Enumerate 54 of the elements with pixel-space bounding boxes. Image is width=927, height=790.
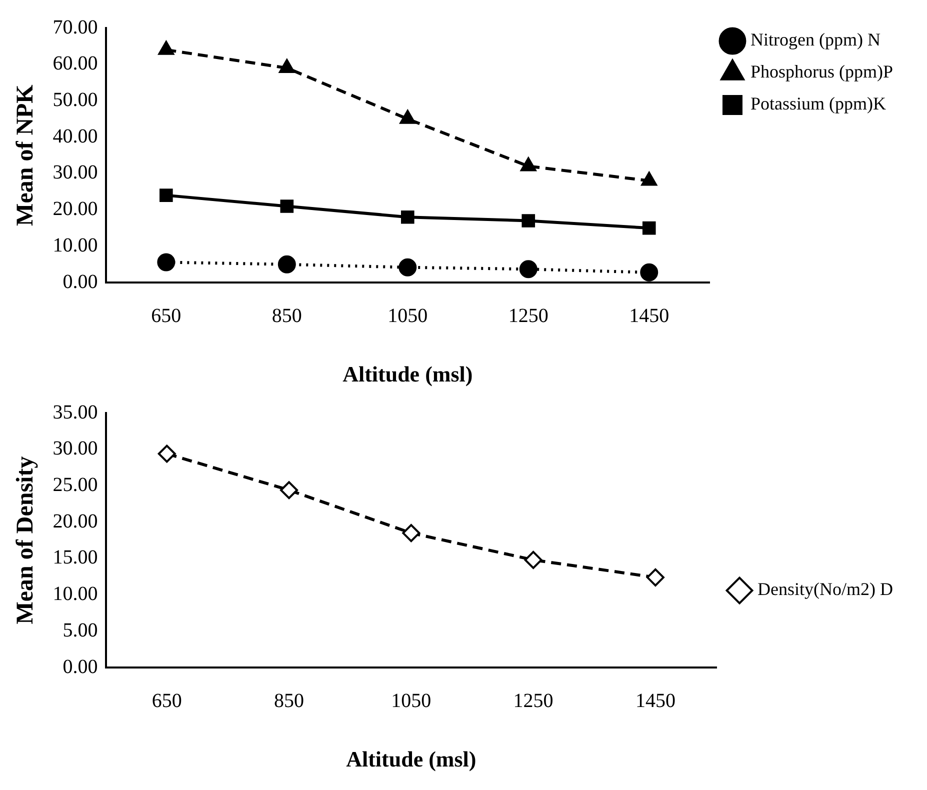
y-tick-label: 0.00 <box>62 656 98 678</box>
x-tick-label: 850 <box>272 304 302 327</box>
point <box>400 110 416 124</box>
x-tick-label: 1250 <box>508 304 548 327</box>
x-tick-label: 850 <box>274 690 304 712</box>
y-tick-label: 50.00 <box>52 88 98 111</box>
y-axis-title: Mean of Density <box>12 456 39 624</box>
x-tick-label: 650 <box>152 690 182 712</box>
y-tick-label: 35.00 <box>52 401 98 424</box>
point <box>519 260 538 278</box>
x-tick-label: 1450 <box>629 304 670 327</box>
x-tick-label: 1450 <box>635 690 676 712</box>
point <box>520 157 536 172</box>
point <box>158 444 176 463</box>
point <box>524 550 542 569</box>
y-tick-label: 60.00 <box>52 52 98 75</box>
point <box>280 200 294 213</box>
x-tick-label: 1250 <box>513 690 554 712</box>
y-tick-label: 15.00 <box>52 546 98 569</box>
point <box>157 253 176 272</box>
y-tick-label: 10.00 <box>52 234 98 256</box>
y-tick-label: 10.00 <box>52 583 98 606</box>
x-tick-label: 1050 <box>391 690 432 712</box>
y-tick-label: 20.00 <box>52 510 98 532</box>
x-axis-title: Altitude (msl) <box>342 361 473 386</box>
point <box>400 210 414 224</box>
y-tick-label: 70.00 <box>52 16 98 38</box>
point <box>278 255 296 274</box>
y-tick-label: 30.00 <box>52 438 98 460</box>
legend-label: Phosphorus (ppm)P <box>750 62 893 82</box>
legend-label: Potassium (ppm)K <box>750 94 886 114</box>
point <box>646 568 664 586</box>
legend-label: Nitrogen (ppm) N <box>750 30 880 50</box>
point <box>160 188 173 202</box>
y-tick-label: 0.00 <box>62 270 98 293</box>
legend-label: Density(No/m2) D <box>758 579 893 600</box>
y-tick-label: 30.00 <box>52 162 98 184</box>
y-tick-label: 40.00 <box>52 125 98 148</box>
point <box>158 40 174 55</box>
point <box>278 59 295 74</box>
point <box>640 263 658 282</box>
y-tick-label: 5.00 <box>62 619 98 642</box>
point <box>398 258 417 276</box>
y-tick-label: 25.00 <box>52 474 98 496</box>
point <box>522 214 536 228</box>
point <box>402 524 420 542</box>
y-tick-label: 20.00 <box>52 198 98 220</box>
x-axis-title: Altitude (msl) <box>346 746 476 772</box>
x-tick-label: 650 <box>151 304 182 327</box>
y-axis-title: Mean of NPK <box>12 84 39 226</box>
x-tick-label: 1050 <box>388 304 428 327</box>
point <box>641 172 658 186</box>
point <box>642 221 656 235</box>
point <box>280 481 298 500</box>
